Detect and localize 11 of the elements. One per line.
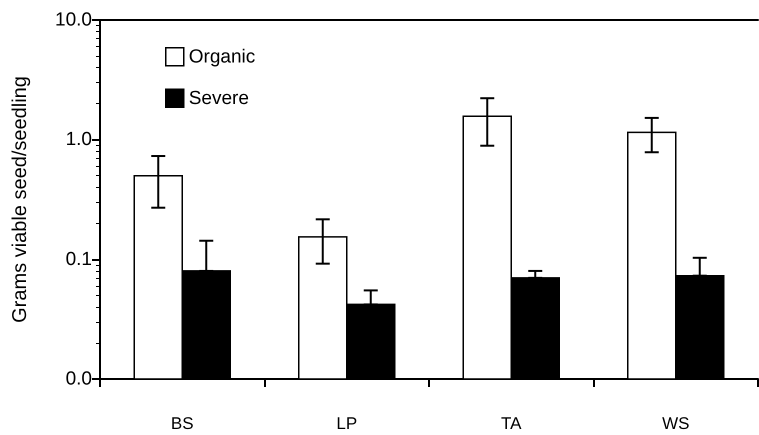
y-tick-label: 1.0 [66, 129, 92, 150]
y-tick-label: 0.0 [66, 368, 92, 390]
y-tick-label: 10.0 [55, 10, 92, 30]
legend-label: Organic [188, 46, 256, 68]
x-tick-label: WS [662, 414, 690, 433]
x-tick-label: BS [170, 414, 194, 433]
legend-label: Severe [188, 88, 249, 109]
y-axis-title: Grams viable seed/seedling [9, 76, 31, 323]
x-tick-label: LP [336, 414, 358, 433]
y-tick-label: 0.1 [66, 248, 92, 270]
x-tick-label: TA [501, 414, 522, 433]
